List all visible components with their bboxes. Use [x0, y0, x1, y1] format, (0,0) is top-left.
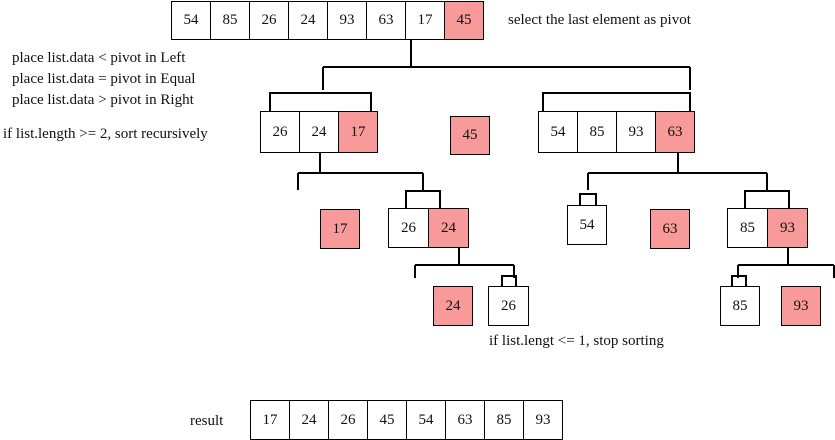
equal-rule-note: place list.data = pivot in Equal	[12, 71, 196, 87]
list-cell: 17	[405, 1, 445, 40]
pivot-cell: 93	[781, 286, 821, 326]
list-cell: 93	[327, 1, 367, 40]
pivot-cell: 17	[320, 209, 360, 249]
list-cell: 54	[538, 111, 578, 153]
list-cell: 24	[299, 111, 339, 153]
connector-root	[322, 40, 691, 90]
connector-level2-left-right	[414, 248, 515, 278]
list-cell: 45	[367, 400, 407, 440]
bracket-level3-right-left	[731, 275, 747, 286]
pivot-cell: 24	[428, 208, 469, 248]
pivot-cell: 24	[433, 286, 473, 326]
list-cell: 54	[171, 1, 211, 40]
bracket-level2-left-right	[405, 190, 441, 208]
connector-level1-right	[587, 153, 768, 190]
pivot-cell: 17	[338, 111, 378, 153]
pivot-cell: 63	[650, 209, 690, 249]
list-cell: 54	[406, 400, 446, 440]
connector-level1-left	[297, 153, 424, 190]
list-cell: 63	[445, 400, 485, 440]
list-cell: 54	[567, 205, 607, 245]
bracket-level1-right	[542, 92, 691, 111]
list-cell: 17	[250, 400, 290, 440]
list-cell: 85	[720, 286, 760, 326]
recursive-rule-note: if list.length >= 2, sort recursively	[3, 126, 208, 142]
bracket-level3-left-right	[501, 275, 517, 286]
list-cell: 26	[488, 286, 529, 326]
bracket-level2-right-left	[579, 193, 597, 205]
pivot-cell: 45	[444, 1, 484, 40]
pivot-cell: 63	[655, 111, 695, 153]
list-cell: 26	[260, 111, 300, 153]
list-cell: 26	[388, 208, 429, 248]
list-cell: 93	[616, 111, 656, 153]
result-label: result	[190, 413, 224, 429]
connector-level2-right-right	[737, 248, 835, 278]
stop-rule-note: if list.lengt <= 1, stop sorting	[489, 333, 664, 349]
pivot-rule-note: select the last element as pivot	[508, 12, 691, 28]
pivot-cell: 45	[450, 116, 490, 155]
right-rule-note: place list.data > pivot in Right	[12, 92, 194, 108]
list-cell: 93	[523, 400, 563, 440]
list-cell: 24	[289, 400, 329, 440]
list-cell: 26	[249, 1, 289, 40]
pivot-cell: 93	[767, 208, 808, 248]
bracket-level2-right-right	[744, 190, 790, 208]
list-cell: 24	[288, 1, 328, 40]
list-cell: 85	[210, 1, 250, 40]
list-cell: 85	[484, 400, 524, 440]
list-cell: 85	[577, 111, 617, 153]
list-cell: 26	[328, 400, 368, 440]
bracket-level1-left	[269, 92, 372, 111]
left-rule-note: place list.data < pivot in Left	[12, 50, 186, 66]
list-cell: 85	[727, 208, 768, 248]
list-cell: 63	[366, 1, 406, 40]
